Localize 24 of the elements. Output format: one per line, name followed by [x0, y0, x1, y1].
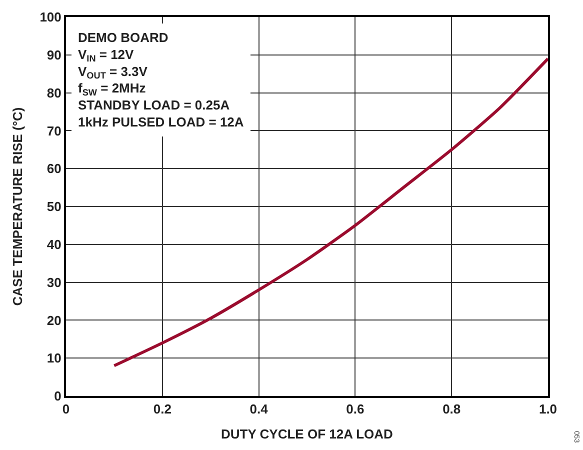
x-tick-label: 0.2: [153, 402, 172, 417]
annotation: DEMO BOARD: [78, 30, 168, 45]
y-tick-label: 100: [40, 10, 62, 25]
x-tick-label: 1.0: [538, 402, 558, 417]
y-tick-label: 90: [46, 47, 62, 62]
y-tick-label: 50: [46, 199, 62, 214]
y-tick-label: 80: [46, 85, 62, 100]
y-tick-label: 60: [46, 161, 62, 176]
x-tick-label: 0.8: [442, 402, 461, 417]
y-tick-label: 30: [46, 274, 62, 290]
y-tick-label: 20: [46, 312, 62, 328]
annotation: V$_{OUT}$ = 3.3V: [78, 64, 148, 81]
x-tick-label: 0.6: [346, 402, 364, 417]
annotation: f$_{SW}$ = 2MHz: [78, 80, 146, 98]
annotation: V$_{IN}$ = 12V: [78, 46, 134, 64]
y-tick-label: 40: [46, 236, 62, 252]
y-tick-label: 0: [54, 388, 62, 404]
x-tick-label: 0.4: [250, 402, 269, 417]
y-tick-label: 10: [46, 350, 62, 366]
annotation: 1kHz PULSED LOAD = 12A: [78, 114, 244, 130]
x-axis-title: DUTY CYCLE OF 12A LOAD: [221, 426, 393, 442]
y-axis-title: CASE TEMPERATURE RISE (°C): [10, 107, 26, 306]
y-tick-label: 70: [46, 123, 62, 138]
annotation: STANDBY LOAD = 0.25A: [78, 98, 230, 113]
